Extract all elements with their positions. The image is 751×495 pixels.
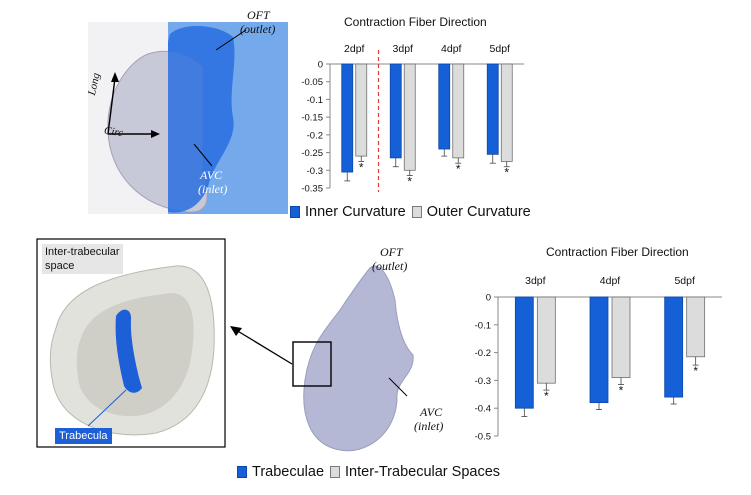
chart-bottom-ytick-label: 0 bbox=[486, 293, 491, 304]
circ-label: Circ bbox=[103, 124, 124, 140]
chart-bottom-category-label: 5dpf bbox=[674, 275, 695, 287]
top-avc-pointer bbox=[193, 143, 213, 167]
chart-top-svg: Contraction Fiber Direction 0 -0.05 -0.1 -0.… bbox=[301, 15, 524, 195]
legend-top-swatch-inner bbox=[290, 206, 300, 218]
chart-bottom-ytick-label: -0.3 bbox=[475, 376, 491, 387]
chart-bottom-bar-s1 bbox=[514, 296, 534, 409]
chart-top-significance-star: * bbox=[456, 162, 461, 176]
chart-top-ytick-label: -0.25 bbox=[301, 148, 323, 159]
chart-bottom-bar-s1 bbox=[664, 296, 684, 398]
top-avc-label: AVC bbox=[200, 168, 223, 182]
top-oft-sub-label: (outlet) bbox=[240, 22, 276, 36]
chart-bottom: Contraction Fiber Direction 0 -0.1 -0.2 -0.3… bbox=[460, 240, 740, 450]
chart-bottom-bar-s2 bbox=[686, 296, 706, 358]
chart-bottom-significance-star: * bbox=[544, 389, 549, 403]
chart-top-category-label: 2dpf bbox=[344, 43, 365, 55]
chart-top-bar-s2 bbox=[355, 63, 368, 157]
chart-top: Contraction Fiber Direction 0 -0.05 -0.1 -0.… bbox=[300, 8, 600, 198]
bottom-avc-sub-label: (inlet) bbox=[414, 419, 444, 433]
chart-top-category-label: 3dpf bbox=[393, 43, 414, 55]
chart-bottom-ytick-label: -0.4 bbox=[475, 404, 491, 415]
bottom-heart-shape bbox=[303, 265, 414, 452]
chart-top-ytick-label: -0.05 bbox=[301, 77, 323, 88]
chart-top-ytick-label: 0 bbox=[318, 60, 323, 71]
legend-top-label-outer: Outer Curvature bbox=[426, 204, 531, 220]
chart-top-bar-s1 bbox=[486, 63, 499, 155]
chart-top-bar-s1 bbox=[389, 63, 402, 159]
chart-top-bar-s2 bbox=[452, 63, 465, 159]
trabecula-figure bbox=[36, 238, 226, 448]
chart-bottom-bar-s1 bbox=[589, 296, 609, 404]
chart-bottom-svg: Contraction Fiber Direction 0 -0.1 -0.2 -0.3… bbox=[475, 245, 722, 443]
chart-bottom-ytick-label: -0.5 bbox=[475, 432, 491, 443]
trabecula-pointer bbox=[87, 389, 127, 427]
chart-top-category-label: 5dpf bbox=[490, 43, 511, 55]
chart-bottom-significance-star: * bbox=[619, 384, 624, 398]
chart-bottom-ytick-label: -0.2 bbox=[475, 348, 491, 359]
inter-space-line1: Inter-trabecular bbox=[45, 246, 120, 258]
circ-arrowhead bbox=[151, 130, 160, 138]
legend-top-swatch-outer bbox=[411, 206, 422, 218]
chart-top-significance-star: * bbox=[407, 175, 412, 189]
legend-bottom-label-inter: Inter-Trabecular Spaces bbox=[345, 464, 501, 480]
long-arrowhead bbox=[111, 72, 119, 82]
top-avc-sub-label: (inlet) bbox=[198, 182, 228, 196]
chart-top-ytick-label: -0.1 bbox=[307, 95, 323, 106]
inter-space-line2: space bbox=[45, 260, 75, 272]
legend-bottom-swatch-trab bbox=[237, 466, 247, 478]
chart-top-significance-star: * bbox=[504, 166, 509, 180]
bottom-avc-label: AVC bbox=[420, 405, 443, 419]
chart-top-ytick-label: -0.3 bbox=[307, 166, 323, 177]
chart-bottom-title: Contraction Fiber Direction bbox=[546, 245, 689, 259]
chart-top-title: Contraction Fiber Direction bbox=[344, 15, 487, 29]
long-axis-arrow bbox=[107, 77, 116, 135]
zoom-arrow bbox=[230, 326, 293, 365]
chart-bottom-ytick-label: -0.1 bbox=[475, 320, 491, 331]
legend-bottom-label-trab: Trabeculae bbox=[252, 464, 325, 480]
legend-bottom: Trabeculae Inter-Trabecular Spaces bbox=[237, 464, 500, 480]
chart-top-bar-s1 bbox=[341, 63, 354, 173]
trabecula-shape bbox=[115, 309, 142, 393]
heart-blue-half bbox=[168, 26, 235, 213]
chart-top-bar-s2 bbox=[403, 63, 416, 171]
chart-bottom-significance-star: * bbox=[693, 364, 698, 378]
chart-top-significance-star: * bbox=[359, 160, 364, 174]
legend-bottom-swatch-inter bbox=[330, 466, 341, 478]
chart-bottom-category-label: 4dpf bbox=[600, 275, 621, 287]
chamber-cavity bbox=[76, 293, 194, 417]
chart-bottom-bar-s2 bbox=[611, 296, 631, 379]
chart-top-ytick-label: -0.35 bbox=[301, 184, 323, 195]
chart-top-category-label: 4dpf bbox=[441, 43, 462, 55]
zoom-box bbox=[292, 341, 332, 387]
legend-top: Inner Curvature Outer Curvature bbox=[290, 204, 531, 220]
chart-top-ytick-label: -0.2 bbox=[307, 130, 323, 141]
bottom-heart-figure bbox=[292, 265, 414, 452]
bottom-oft-sub-label: (outlet) bbox=[372, 259, 408, 273]
top-oft-pointer bbox=[215, 29, 247, 51]
bottom-avc-pointer bbox=[388, 377, 408, 397]
chart-top-ytick-label: -0.15 bbox=[301, 113, 323, 124]
chart-bottom-bar-s2 bbox=[536, 296, 556, 384]
chart-top-bar-s1 bbox=[438, 63, 451, 150]
chart-bottom-category-label: 3dpf bbox=[525, 275, 546, 287]
chart-top-bar-s2 bbox=[500, 63, 513, 162]
top-oft-label: OFT bbox=[247, 8, 270, 22]
bottom-oft-label: OFT bbox=[380, 245, 403, 259]
top-heart-figure bbox=[88, 22, 288, 214]
inter-space-label: Inter-trabecular space bbox=[42, 244, 123, 274]
trabecula-label: Trabecula bbox=[55, 428, 112, 444]
legend-top-label-inner: Inner Curvature bbox=[305, 204, 406, 220]
